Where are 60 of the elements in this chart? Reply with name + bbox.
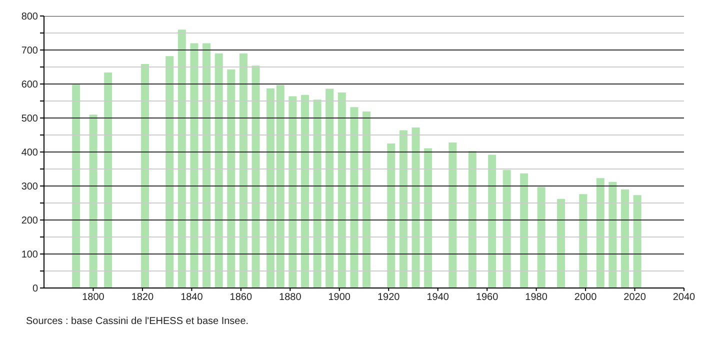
bar xyxy=(178,30,186,288)
x-tick-label: 1940 xyxy=(426,292,450,304)
x-tick-label: 1880 xyxy=(279,292,302,304)
bar xyxy=(537,187,546,288)
bar xyxy=(166,56,174,288)
y-tick-label: 800 xyxy=(21,12,38,23)
x-tick-label: 2040 xyxy=(672,292,696,304)
bar xyxy=(387,144,396,288)
bar xyxy=(326,88,334,288)
bar xyxy=(252,66,260,288)
bar xyxy=(608,182,617,288)
bar xyxy=(424,148,432,288)
bar xyxy=(362,112,371,288)
bar xyxy=(520,173,528,288)
y-tick-label: 300 xyxy=(21,182,38,193)
bar xyxy=(338,92,346,288)
bar xyxy=(214,53,223,288)
bar xyxy=(350,107,358,288)
x-tick-label: 1960 xyxy=(476,292,499,304)
x-tick-label: 1840 xyxy=(180,292,204,304)
x-tick-label: 1820 xyxy=(131,292,154,304)
bar xyxy=(104,72,112,288)
bar xyxy=(190,43,198,288)
y-tick-label: 400 xyxy=(21,148,38,159)
bar xyxy=(633,195,642,288)
bar xyxy=(89,114,98,288)
y-tick-label: 700 xyxy=(21,46,38,57)
bar xyxy=(448,142,457,288)
bar xyxy=(412,128,420,288)
x-tick-label: 1860 xyxy=(230,292,252,304)
bar xyxy=(276,85,284,288)
x-tick-label: 1980 xyxy=(525,292,548,304)
bar xyxy=(579,194,588,288)
bar xyxy=(288,96,297,288)
bar xyxy=(202,43,211,288)
bar xyxy=(621,189,629,288)
bar xyxy=(141,64,149,288)
bar xyxy=(399,130,408,288)
bar xyxy=(468,150,476,288)
bar xyxy=(313,100,322,288)
bar xyxy=(596,178,604,288)
bar xyxy=(488,154,496,288)
x-tick-label: 1900 xyxy=(328,292,351,304)
x-tick-label: 1920 xyxy=(377,292,400,304)
y-tick-label: 100 xyxy=(21,250,38,261)
x-tick-label: 2020 xyxy=(624,292,646,304)
x-tick-label: 1800 xyxy=(82,292,105,304)
bar xyxy=(557,198,565,288)
y-tick-label: 0 xyxy=(32,284,38,295)
y-tick-label: 600 xyxy=(21,80,38,91)
source-note: Sources : base Cassini de l'EHESS et base Insee. xyxy=(26,316,250,327)
y-tick-label: 500 xyxy=(21,114,38,125)
bar xyxy=(266,88,275,288)
bar xyxy=(502,170,511,288)
bar xyxy=(72,84,80,288)
x-tick-label: 2000 xyxy=(574,292,598,304)
bar xyxy=(239,53,248,288)
bar xyxy=(227,69,236,288)
y-tick-label: 200 xyxy=(21,216,38,227)
bar xyxy=(301,94,309,288)
